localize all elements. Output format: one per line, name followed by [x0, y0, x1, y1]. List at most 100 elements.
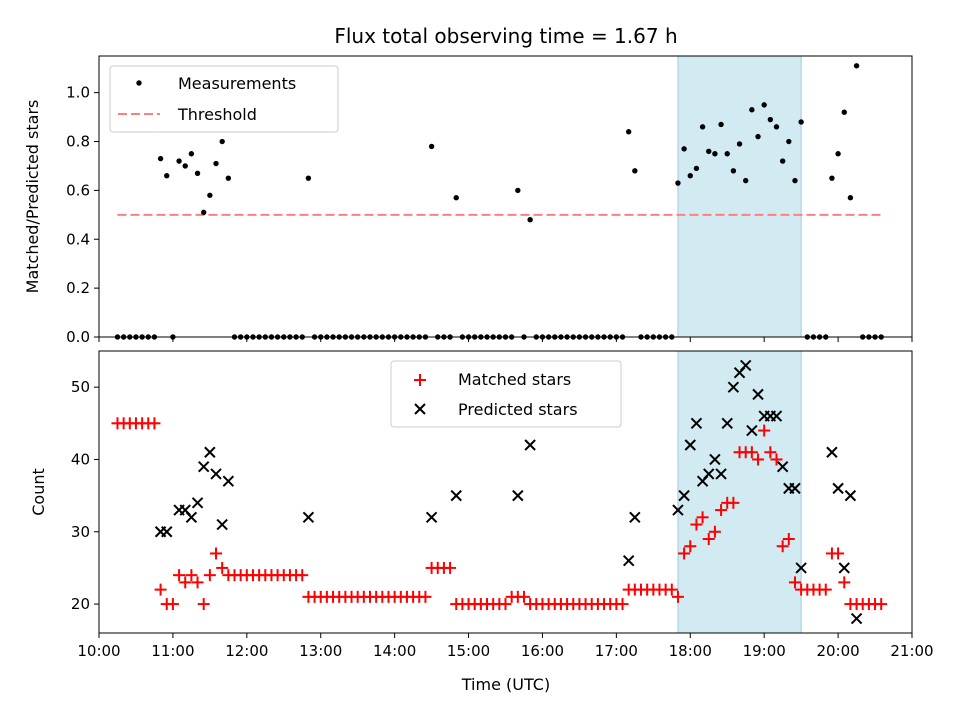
measurement-point — [786, 138, 792, 145]
matched-star-point — [166, 598, 179, 611]
matched-star-point — [419, 590, 432, 603]
chart-title: Flux total observing time = 1.67 h — [334, 24, 677, 48]
predicted-star-point — [185, 511, 198, 524]
predicted-star-point — [838, 562, 850, 574]
matched-star-point — [154, 583, 167, 596]
bottom-legend: Matched stars Predicted stars — [390, 360, 622, 428]
measurement-point — [693, 165, 700, 172]
predicted-star-point — [746, 424, 758, 437]
bottom-y-axis-label: Count — [29, 468, 48, 516]
predicted-star-point — [703, 468, 715, 480]
measurement-point — [515, 187, 521, 194]
top-y-tick-label: 0.2 — [66, 279, 90, 297]
matched-star-point — [444, 561, 457, 574]
measurement-point — [188, 151, 195, 157]
measurement-point — [767, 116, 774, 123]
matched-star-point — [616, 598, 629, 611]
measurement-point — [201, 209, 207, 216]
measurement-point — [755, 133, 761, 140]
top-legend-box — [109, 65, 339, 133]
x-tick-label: 12:00 — [225, 642, 268, 660]
matched-star-point — [517, 590, 530, 603]
matched-star-point — [838, 576, 851, 589]
top-y-tick-label: 0.4 — [66, 230, 90, 248]
predicted-star-point — [727, 381, 740, 393]
predicted-star-point — [524, 439, 536, 451]
measurement-point — [225, 175, 232, 181]
predicted-star-point — [622, 554, 635, 567]
predicted-star-point — [690, 417, 703, 430]
matched-star-point — [197, 598, 210, 611]
predicted-star-point — [850, 612, 863, 625]
predicted-star-point — [795, 562, 807, 574]
matched-star-point — [832, 547, 845, 560]
bottom-highlight-span — [677, 350, 802, 634]
predicted-star-point — [197, 460, 210, 473]
bottom-y-tick-label: 30 — [71, 523, 90, 541]
predicted-star-point — [684, 439, 696, 451]
x-tick-label: 20:00 — [816, 642, 859, 660]
measurement-point — [718, 121, 724, 128]
top-axes-frame — [98, 55, 913, 338]
matched-star-point — [216, 561, 229, 574]
matched-star-point — [745, 446, 758, 459]
x-tick-label: 18:00 — [669, 642, 712, 660]
matched-star-point — [671, 590, 684, 603]
matched-star-point — [296, 569, 309, 582]
matched-star-point — [776, 540, 789, 553]
measurement-point — [675, 180, 681, 186]
matched-star-point — [690, 518, 703, 531]
legend-measurements-label: Measurements — [178, 74, 296, 93]
measurement-point — [182, 163, 188, 169]
predicted-star-point — [721, 417, 733, 430]
matched-star-point — [191, 576, 204, 589]
x-tick-label: 16:00 — [521, 642, 564, 660]
measurement-point — [779, 158, 786, 164]
matched-star-point — [708, 525, 721, 538]
bottom-legend-box — [390, 360, 622, 428]
predicted-star-point — [715, 468, 727, 480]
matched-star-point — [499, 598, 512, 611]
x-tick-label: 19:00 — [743, 642, 786, 660]
measurement-point — [176, 158, 182, 164]
measurement-point — [428, 143, 435, 150]
predicted-star-point — [826, 446, 838, 458]
measurement-point — [632, 168, 638, 174]
measurement-point — [706, 148, 712, 154]
measurement-point — [736, 141, 743, 147]
measurement-point — [798, 119, 804, 125]
x-tick-label: 15:00 — [447, 642, 490, 660]
matched-star-point — [684, 540, 697, 553]
top-y-tick-label: 0.6 — [66, 181, 90, 199]
measurement-point — [743, 177, 749, 184]
matched-star-point — [185, 569, 198, 582]
predicted-star-point — [844, 489, 857, 502]
predicted-star-point — [739, 359, 752, 372]
bottom-y-tick-label: 50 — [71, 378, 90, 396]
x-tick-label: 21:00 — [890, 642, 933, 660]
top-y-tick-label: 0.0 — [66, 328, 90, 346]
matched-star-point — [752, 453, 765, 466]
measurement-point — [305, 175, 312, 181]
measurement-point — [853, 63, 860, 69]
measurement-point — [749, 107, 755, 113]
measurement-point — [773, 124, 780, 130]
x-axis-label: Time (UTC) — [461, 675, 550, 694]
matched-star-point — [875, 598, 888, 611]
measurement-point — [207, 192, 213, 198]
matched-star-point — [764, 446, 777, 459]
predicted-star-point — [678, 489, 690, 502]
measurement-point — [164, 173, 170, 179]
matched-star-point — [179, 576, 192, 589]
legend-threshold-label: Threshold — [177, 105, 257, 124]
x-tick-label: 10:00 — [77, 642, 120, 660]
top-panel: Flux total observing time = 1.67 h 0.0 0.… — [23, 24, 913, 346]
bottom-axes-frame — [98, 350, 913, 634]
predicted-star-point — [789, 482, 801, 495]
bottom-y-tick-label: 40 — [71, 450, 90, 468]
top-legend: Measurements Threshold — [109, 65, 339, 133]
matched-star-point — [148, 417, 161, 430]
predicted-star-point — [512, 489, 524, 502]
measurement-point — [687, 173, 693, 179]
matched-star-point — [782, 533, 795, 545]
